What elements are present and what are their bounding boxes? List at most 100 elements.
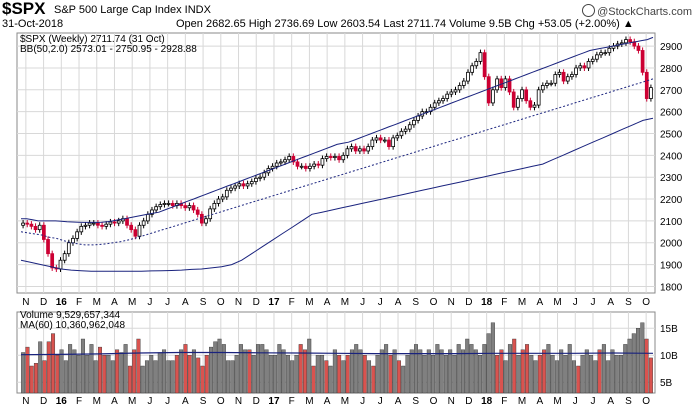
volume-x-tick: M xyxy=(341,396,349,405)
candle-body xyxy=(195,209,200,215)
volume-bar xyxy=(290,360,295,394)
stockcharts-brand[interactable]: @StockCharts.com xyxy=(582,4,692,18)
price-x-tick: 16 xyxy=(56,297,68,308)
volume-bar xyxy=(640,322,645,394)
volume-tick-label: 15B xyxy=(660,324,678,335)
price-x-tick: J xyxy=(165,297,170,308)
price-x-tick: F xyxy=(76,297,82,308)
volume-bar xyxy=(72,349,77,394)
volume-bar xyxy=(115,349,120,394)
volume-bar xyxy=(294,355,299,394)
price-x-tick: A xyxy=(324,297,331,308)
volume-bar xyxy=(443,355,448,394)
price-tick-label: 1900 xyxy=(660,261,683,272)
candle-body xyxy=(370,139,375,148)
volume-panel: 5B 10B 15B N D 16 F M A M J J A S O N D 17 F M A M J J A S O N D 18 F M… xyxy=(16,311,678,405)
candle-body xyxy=(590,58,595,62)
volume-bar xyxy=(315,355,320,394)
ohlc-summary: Open 2682.65 High 2736.69 Low 2603.54 La… xyxy=(176,18,634,30)
candle-body xyxy=(595,54,599,60)
price-x-tick: S xyxy=(625,297,632,308)
volume-bar xyxy=(597,349,602,394)
volume-bar xyxy=(537,355,542,394)
volume-x-tick: M xyxy=(518,396,526,405)
volume-x-tick: 17 xyxy=(268,396,280,405)
volume-bar xyxy=(606,360,611,394)
volume-bar xyxy=(388,355,393,394)
candle-body xyxy=(237,183,242,187)
volume-ma-line xyxy=(20,351,654,356)
price-x-tick: D xyxy=(40,297,47,308)
volume-bar xyxy=(345,355,350,394)
volume-bar xyxy=(42,360,47,394)
candle-body xyxy=(104,223,109,227)
candle-body xyxy=(495,78,499,91)
price-x-tick: S xyxy=(200,297,207,308)
volume-bar xyxy=(499,349,504,394)
volume-x-tick: M xyxy=(553,396,561,405)
volume-bar xyxy=(614,355,619,394)
volume-bar xyxy=(426,349,431,394)
volume-bar xyxy=(268,355,273,394)
candle-body xyxy=(378,137,383,141)
candle-body xyxy=(457,85,462,91)
volume-bar xyxy=(550,355,555,394)
volume-bar xyxy=(503,360,508,394)
candle-body xyxy=(528,100,533,108)
candle-body xyxy=(382,139,387,142)
volume-legend: Volume 9,529,657,344 xyxy=(20,310,121,321)
volume-x-tick: J xyxy=(378,396,383,405)
volume-bar xyxy=(85,355,90,394)
volume-bar xyxy=(221,344,226,394)
volume-bar xyxy=(21,352,26,394)
volume-bar xyxy=(554,360,559,394)
volume-x-tick: A xyxy=(111,396,118,405)
candle-body xyxy=(33,225,38,231)
volume-bar xyxy=(610,349,615,394)
volume-bar xyxy=(123,344,128,394)
candle-body xyxy=(461,80,466,86)
volume-bar xyxy=(76,355,81,394)
candle-body xyxy=(245,183,250,187)
volume-bar xyxy=(529,355,534,394)
price-legend: $SPX (Weekly) 2711.74 (31 Oct) xyxy=(20,34,165,45)
volume-bar xyxy=(311,365,316,394)
candle-body xyxy=(353,146,358,152)
volume-x-tick: J xyxy=(573,396,578,405)
volume-bar xyxy=(157,352,162,394)
candle-body xyxy=(241,183,246,187)
volume-bar xyxy=(281,349,286,394)
candle-body xyxy=(628,39,632,43)
candle-body xyxy=(482,52,487,78)
security-name: S&P 500 Large Cap Index INDX xyxy=(54,4,211,16)
candle-body xyxy=(87,222,92,226)
price-tick-label: 2200 xyxy=(660,195,683,206)
price-x-tick: A xyxy=(607,297,614,308)
volume-bar xyxy=(482,344,487,394)
volume-bar xyxy=(179,349,184,394)
candle-body xyxy=(416,115,420,121)
volume-bar xyxy=(589,355,594,394)
volume-bar xyxy=(431,355,436,394)
candle-body xyxy=(191,205,196,211)
volume-bar xyxy=(354,344,359,394)
candle-body xyxy=(624,39,628,44)
volume-bar xyxy=(520,349,525,394)
candle-body xyxy=(603,52,608,55)
candle-body xyxy=(299,165,304,168)
price-tick-label: 2900 xyxy=(660,42,683,53)
volume-bar xyxy=(251,355,256,394)
candle-body xyxy=(229,187,233,191)
volume-bar xyxy=(183,344,188,394)
price-x-tick: O xyxy=(217,297,225,308)
volume-bar xyxy=(567,344,572,394)
candle-body xyxy=(328,156,333,158)
price-tick-label: 2500 xyxy=(660,130,683,141)
volume-bar xyxy=(623,344,628,394)
volume-bar xyxy=(418,349,423,394)
stockcharts-logo-icon xyxy=(582,4,596,17)
volume-bar xyxy=(213,341,218,394)
volume-bar xyxy=(196,357,201,394)
volume-bar xyxy=(149,355,154,394)
price-x-tick: M xyxy=(93,297,101,308)
